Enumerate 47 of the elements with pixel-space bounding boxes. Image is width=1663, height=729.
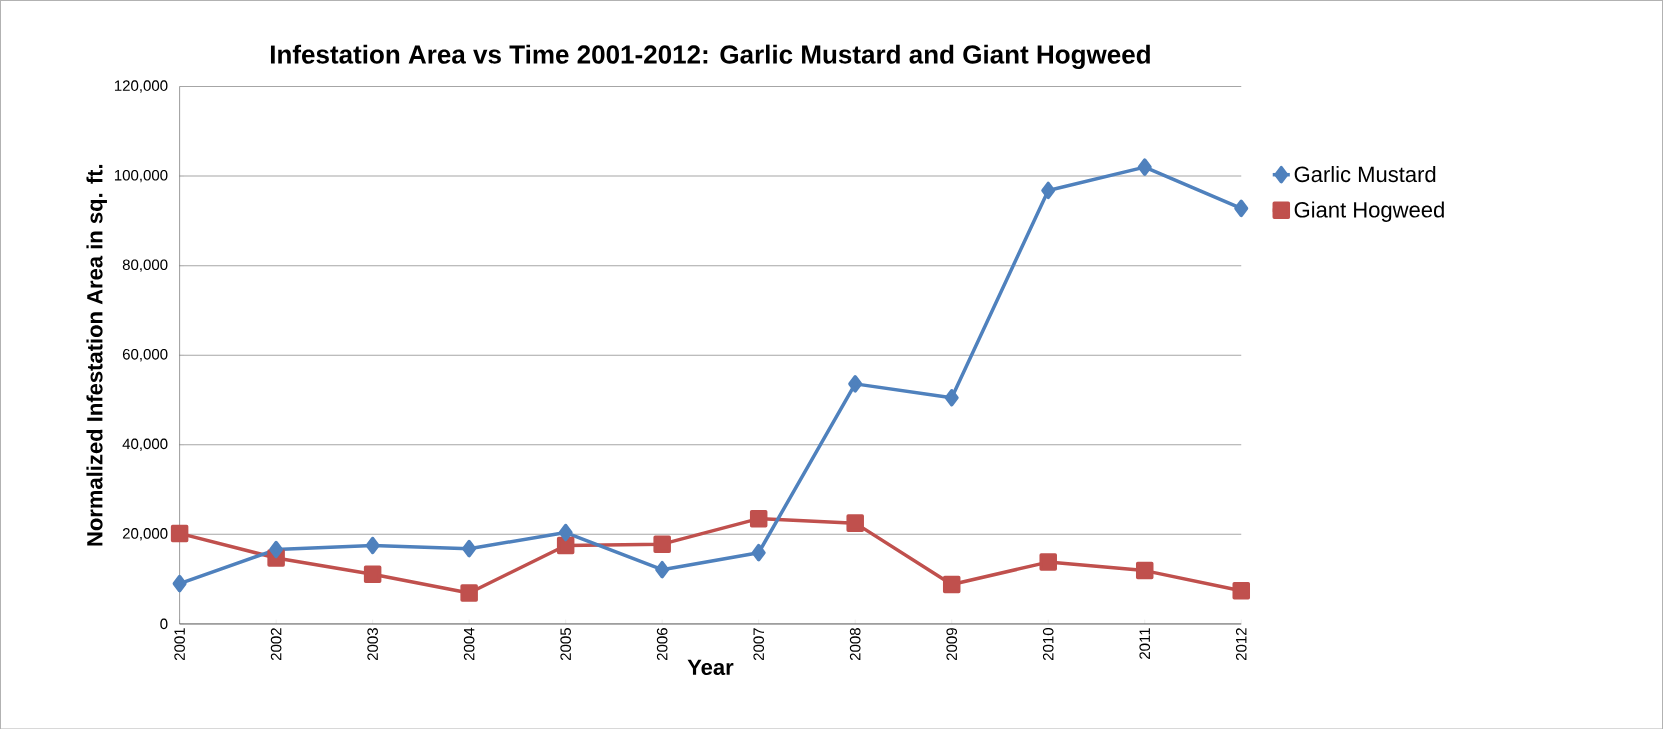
point <box>942 575 961 594</box>
y-tick-label: 0 <box>160 618 168 629</box>
chart-title: Infestation Area vs Time 2001-2012: Garlic Mustard and Giant Hogweed <box>270 44 1150 69</box>
point <box>1039 553 1057 571</box>
y-tick-label: 100,000 <box>114 169 168 183</box>
point <box>1041 181 1056 199</box>
point <box>1137 158 1152 176</box>
y-tick-label: 80,000 <box>122 259 168 272</box>
point <box>751 543 766 562</box>
point <box>655 560 670 579</box>
point <box>846 514 864 532</box>
x-tick-label: 2003 <box>367 627 378 660</box>
y-tick-label: 60,000 <box>122 348 168 362</box>
x-tick-label: 2004 <box>463 627 475 660</box>
point <box>558 523 573 542</box>
y-axis-title: Normalized Infestation Area in sq. ft. <box>86 164 107 546</box>
point <box>172 574 187 593</box>
x-tick-label: 2001 <box>174 627 185 660</box>
x-tick-label: 2012 <box>1235 627 1247 660</box>
y-tick-label: 40,000 <box>122 438 168 451</box>
x-axis-title: Year <box>687 659 734 675</box>
point <box>1234 199 1249 217</box>
point <box>462 539 477 558</box>
point <box>653 535 671 553</box>
x-tick-label: 2011 <box>1139 627 1151 659</box>
legend-label: Giant Hogweed <box>1294 201 1444 222</box>
point <box>365 536 380 555</box>
point <box>848 374 863 393</box>
x-tick-label: 2002 <box>270 627 282 660</box>
legend-label: Garlic Mustard <box>1294 165 1436 182</box>
x-tick-label: 2010 <box>1042 627 1054 660</box>
point <box>749 509 768 528</box>
point <box>556 536 575 555</box>
point <box>1135 561 1154 580</box>
point <box>460 584 478 602</box>
y-tick-label: 120,000 <box>114 80 168 93</box>
point <box>170 524 189 542</box>
y-tick-label: 20,000 <box>122 527 168 541</box>
x-tick-label: 2009 <box>946 627 958 660</box>
point <box>269 540 284 559</box>
point <box>363 565 382 583</box>
point <box>1232 581 1251 600</box>
x-tick-label: 2005 <box>560 627 571 660</box>
x-tick-label: 2007 <box>753 627 764 660</box>
x-tick-label: 2008 <box>849 627 861 660</box>
x-tick-label: 2006 <box>656 627 668 660</box>
point <box>944 388 959 407</box>
